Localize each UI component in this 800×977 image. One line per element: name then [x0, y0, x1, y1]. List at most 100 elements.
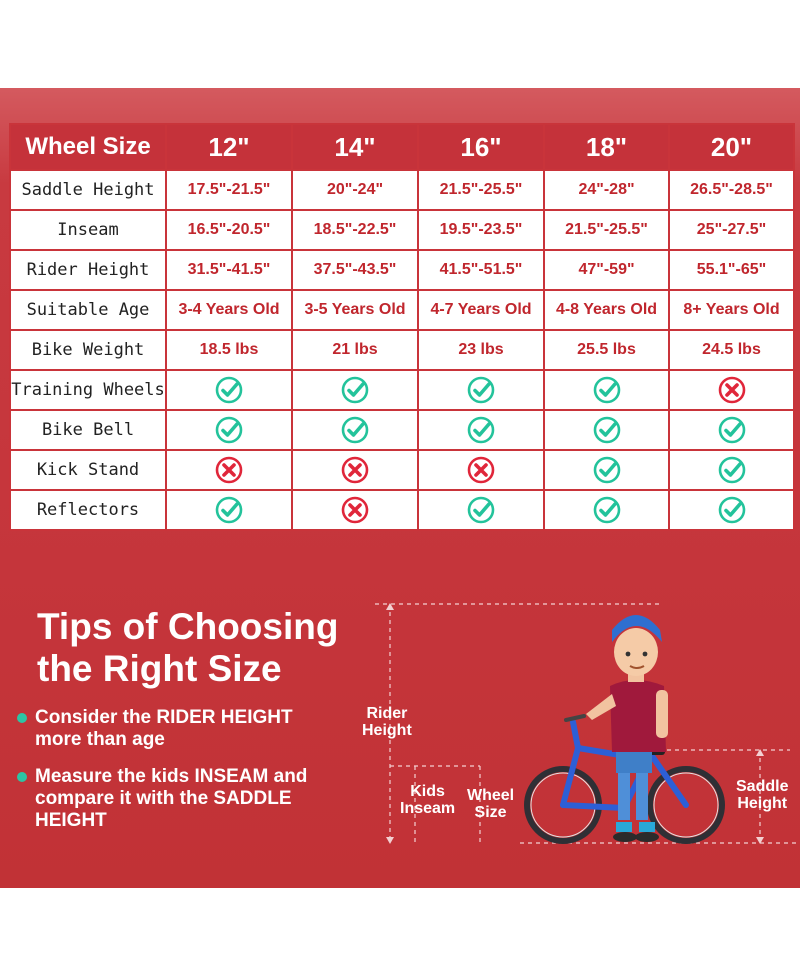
table-cell: 55.1"-65" — [668, 249, 795, 291]
table-cell: 31.5"-41.5" — [165, 249, 293, 291]
table-cell — [417, 369, 545, 411]
kid-figure — [586, 615, 668, 842]
check-icon — [214, 495, 244, 525]
table-cell: 18.5"-22.5" — [291, 209, 419, 251]
table-cell: 21.5"-25.5" — [543, 209, 670, 251]
table-row-bike-weight: Bike Weight 18.5 lbs 21 lbs 23 lbs 25.5 … — [9, 329, 795, 371]
check-icon — [214, 375, 244, 405]
table-row-bike-bell: Bike Bell — [9, 409, 795, 451]
table-cell: 20"-24" — [291, 169, 419, 211]
wheel-size-label: Wheel Size — [467, 787, 515, 821]
table-cell — [417, 449, 545, 491]
tip-line: Measure the kids INSEAM and — [35, 766, 308, 787]
row-label: Suitable Age — [9, 289, 167, 331]
size-header-20: 20" — [668, 123, 795, 171]
check-icon — [466, 415, 496, 445]
tips-title-line1: Tips of Choosing — [37, 606, 339, 647]
table-cell — [543, 409, 670, 451]
table-cell — [165, 409, 293, 451]
size-header-12: 12" — [165, 123, 293, 171]
rider-height-label: Rider Height — [362, 705, 412, 739]
table-row-rider-height: Rider Height 31.5"-41.5" 37.5"-43.5" 41.… — [9, 249, 795, 291]
check-icon — [592, 495, 622, 525]
row-label: Bike Bell — [9, 409, 167, 451]
cross-icon — [340, 455, 370, 485]
check-icon — [466, 375, 496, 405]
size-header-18: 18" — [543, 123, 670, 171]
table-cell — [668, 409, 795, 451]
table-cell — [543, 489, 670, 531]
check-icon — [592, 455, 622, 485]
row-label: Rider Height — [9, 249, 167, 291]
table-row-inseam: Inseam 16.5"-20.5" 18.5"-22.5" 19.5"-23.… — [9, 209, 795, 251]
table-cell: 3-5 Years Old — [291, 289, 419, 331]
row-label: Kick Stand — [9, 449, 167, 491]
table-cell — [165, 449, 293, 491]
check-icon — [717, 455, 747, 485]
check-icon — [466, 495, 496, 525]
table-cell: 24.5 lbs — [668, 329, 795, 371]
table-cell — [165, 369, 293, 411]
table-cell: 4-8 Years Old — [543, 289, 670, 331]
table-cell: 26.5"-28.5" — [668, 169, 795, 211]
table-row-suitable-age: Suitable Age 3-4 Years Old 3-5 Years Old… — [9, 289, 795, 331]
table-cell: 23 lbs — [417, 329, 545, 371]
tip-line: compare it with the SADDLE — [35, 788, 292, 809]
table-row-reflectors: Reflectors — [9, 489, 795, 531]
table-cell: 47"-59" — [543, 249, 670, 291]
kid-on-bike-illustration — [375, 603, 800, 844]
cross-icon — [466, 455, 496, 485]
table-cell: 19.5"-23.5" — [417, 209, 545, 251]
table-cell: 41.5"-51.5" — [417, 249, 545, 291]
table-cell — [668, 369, 795, 411]
table-cell — [543, 449, 670, 491]
cross-icon — [214, 455, 244, 485]
table-cell — [668, 489, 795, 531]
check-icon — [214, 415, 244, 445]
saddle-height-label: Saddle Height — [736, 778, 789, 812]
tips-title: Tips of Choosing the Right Size — [37, 606, 367, 690]
wheel-size-header: Wheel Size — [9, 123, 167, 171]
cross-icon — [340, 495, 370, 525]
table-cell: 18.5 lbs — [165, 329, 293, 371]
table-cell: 25.5 lbs — [543, 329, 670, 371]
table-cell: 16.5"-20.5" — [165, 209, 293, 251]
cross-icon — [717, 375, 747, 405]
table-cell — [291, 489, 419, 531]
tip-item-rider-height: Consider the RIDER HEIGHT more than age — [17, 707, 355, 751]
table-cell — [165, 489, 293, 531]
table-cell — [417, 409, 545, 451]
guide-arrows — [386, 603, 764, 844]
table-cell — [417, 489, 545, 531]
table-cell: 4-7 Years Old — [417, 289, 545, 331]
table-cell: 21 lbs — [291, 329, 419, 371]
table-cell: 8+ Years Old — [668, 289, 795, 331]
row-label: Reflectors — [9, 489, 167, 531]
row-label: Saddle Height — [9, 169, 167, 211]
tip-line: HEIGHT — [35, 810, 107, 831]
table-row-training-wheels: Training Wheels — [9, 369, 795, 411]
table-row-saddle-height: Saddle Height 17.5"-21.5" 20"-24" 21.5"-… — [9, 169, 795, 211]
table-cell: 37.5"-43.5" — [291, 249, 419, 291]
table-cell: 24"-28" — [543, 169, 670, 211]
check-icon — [340, 415, 370, 445]
size-header-16: 16" — [417, 123, 545, 171]
table-cell — [291, 369, 419, 411]
table-cell — [291, 409, 419, 451]
bullet-icon — [17, 713, 27, 723]
check-icon — [592, 375, 622, 405]
table-cell: 21.5"-25.5" — [417, 169, 545, 211]
tip-item-inseam: Measure the kids INSEAM and compare it w… — [17, 766, 355, 832]
table-cell — [291, 449, 419, 491]
row-label: Training Wheels — [9, 369, 167, 411]
bullet-icon — [17, 772, 27, 782]
table-header-row: Wheel Size 12" 14" 16" 18" 20" — [9, 123, 795, 171]
size-header-14: 14" — [291, 123, 419, 171]
size-chart-table: Wheel Size 12" 14" 16" 18" 20" Saddle He… — [9, 123, 795, 531]
check-icon — [592, 415, 622, 445]
tip-line: more than age — [35, 729, 165, 750]
table-cell — [668, 449, 795, 491]
table-cell — [543, 369, 670, 411]
kids-inseam-label: Kids Inseam — [400, 783, 456, 817]
table-cell: 3-4 Years Old — [165, 289, 293, 331]
